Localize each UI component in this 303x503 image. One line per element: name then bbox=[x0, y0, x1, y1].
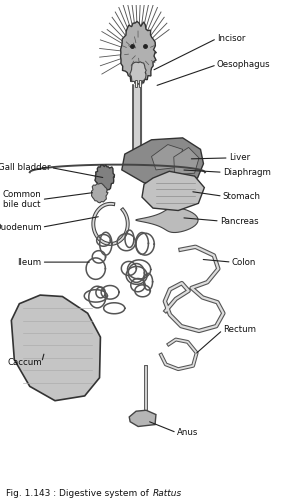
Text: Anus: Anus bbox=[177, 428, 198, 437]
Polygon shape bbox=[136, 208, 198, 232]
Polygon shape bbox=[122, 138, 204, 184]
Text: Colon: Colon bbox=[232, 258, 256, 267]
Text: Rattus: Rattus bbox=[153, 489, 182, 498]
Polygon shape bbox=[139, 80, 141, 87]
Polygon shape bbox=[92, 184, 108, 203]
Text: Duodenum: Duodenum bbox=[0, 223, 42, 232]
Text: Common
bile duct: Common bile duct bbox=[3, 190, 42, 209]
Text: Pancreas: Pancreas bbox=[220, 216, 258, 225]
Text: Diaphragm: Diaphragm bbox=[223, 168, 271, 177]
Text: Stomach: Stomach bbox=[223, 192, 261, 201]
Polygon shape bbox=[95, 165, 115, 191]
Text: Ileum: Ileum bbox=[18, 258, 42, 267]
Polygon shape bbox=[142, 172, 204, 211]
Polygon shape bbox=[11, 295, 100, 401]
Text: Caccum: Caccum bbox=[7, 358, 42, 367]
Polygon shape bbox=[152, 144, 183, 170]
Text: Liver: Liver bbox=[229, 153, 250, 162]
Text: Rectum: Rectum bbox=[223, 325, 256, 334]
Polygon shape bbox=[130, 62, 146, 86]
Polygon shape bbox=[121, 22, 156, 84]
Text: Fig. 1.143 : Digestive system of: Fig. 1.143 : Digestive system of bbox=[6, 489, 152, 498]
Text: Incisor: Incisor bbox=[217, 34, 245, 43]
Text: Oesophagus: Oesophagus bbox=[217, 60, 271, 69]
Polygon shape bbox=[174, 147, 199, 175]
Polygon shape bbox=[135, 80, 137, 87]
Text: Gall bladder: Gall bladder bbox=[0, 163, 51, 172]
Polygon shape bbox=[129, 410, 156, 427]
